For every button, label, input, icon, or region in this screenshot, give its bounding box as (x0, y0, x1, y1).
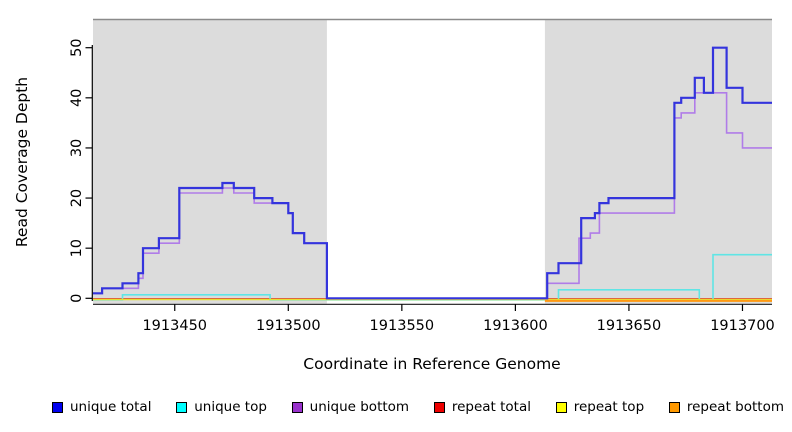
coverage-plot: 0 10 20 30 40 50 1913450 1913500 1913550 1913600 1… (13, 18, 775, 373)
plot-background (93, 20, 772, 304)
legend-label: repeat total (451, 399, 531, 415)
plot-series-lines (93, 46, 772, 302)
y-tick-label: 40 (69, 89, 85, 107)
legend-swatch-icon (668, 401, 680, 413)
legend-swatch-icon (555, 401, 567, 413)
plot-axes: 0 10 20 30 40 50 1913450 1913500 1913550 1913600 1… (69, 18, 775, 334)
repeat-region-shading (544, 20, 772, 304)
legend-item-repeat-top: repeat top (555, 399, 645, 415)
series-line-unique-total (93, 46, 772, 300)
x-tick-label: 1913550 (370, 318, 435, 334)
legend-label: repeat bottom (686, 399, 784, 415)
y-tick-label: 20 (69, 189, 85, 207)
legend-label: repeat top (573, 399, 645, 415)
legend-item-repeat-total: repeat total (433, 399, 531, 415)
x-tick-label: 1913450 (142, 318, 207, 334)
legend: unique total unique top unique bottom repea… (52, 398, 784, 416)
legend-item-unique-top: unique top (176, 399, 267, 415)
legend-label: unique bottom (309, 399, 410, 415)
y-tick-label: 30 (69, 139, 85, 157)
y-tick-label: 10 (69, 239, 85, 257)
y-tick-label: 50 (69, 38, 85, 56)
legend-swatch-icon (433, 401, 445, 413)
y-tick-label: 0 (69, 294, 85, 303)
legend-swatch-icon (176, 401, 188, 413)
y-axis-title: Read Coverage Depth (13, 77, 31, 247)
legend-item-repeat-bottom: repeat bottom (668, 399, 784, 415)
legend-swatch-icon (291, 401, 303, 413)
legend-label: unique total (70, 399, 152, 415)
legend-item-unique-bottom: unique bottom (291, 399, 410, 415)
legend-swatch-icon (52, 401, 63, 413)
x-tick-label: 1913650 (597, 318, 662, 334)
x-axis-title: Coordinate in Reference Genome (303, 355, 560, 373)
x-tick-label: 1913700 (710, 318, 775, 334)
repeat-region-shading (93, 20, 327, 304)
series-line-unique-top (93, 253, 772, 301)
legend-item-unique-total: unique total (52, 399, 151, 415)
x-tick-label: 1913500 (256, 318, 321, 334)
legend-label: unique top (194, 399, 267, 415)
x-tick-label: 1913600 (483, 318, 548, 334)
